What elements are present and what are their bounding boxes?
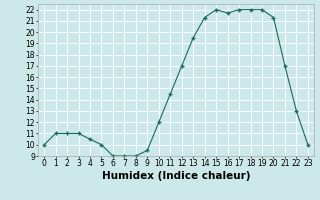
X-axis label: Humidex (Indice chaleur): Humidex (Indice chaleur) xyxy=(102,171,250,181)
